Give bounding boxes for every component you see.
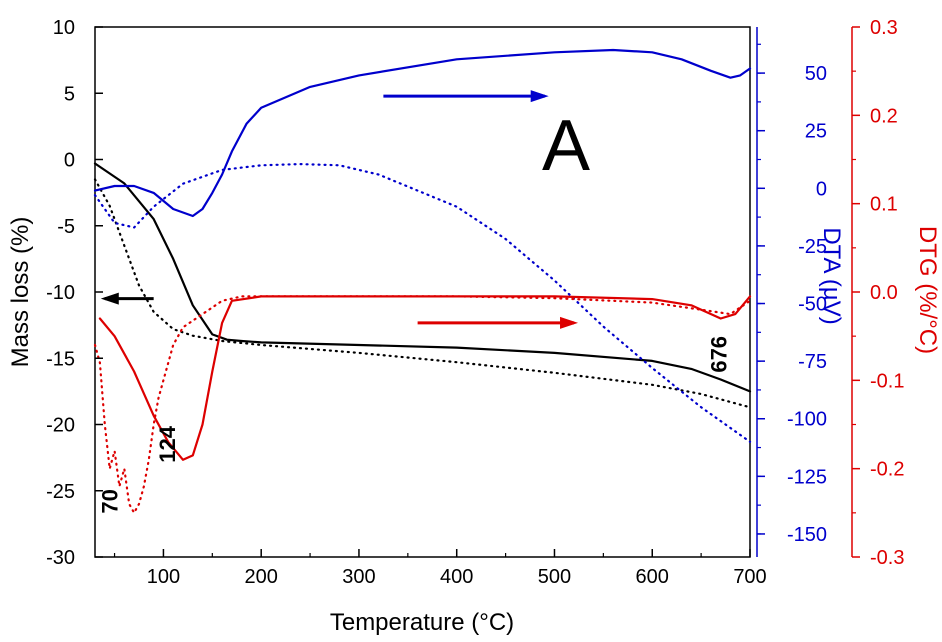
series-dtg-solid-line <box>98 295 752 461</box>
panel-label: A <box>542 106 590 186</box>
x-tick-label: 400 <box>440 566 473 588</box>
peak-label: 70 <box>98 489 123 513</box>
x-tick-label: 100 <box>147 566 180 588</box>
axis-arrow-dta <box>383 90 549 103</box>
dta-tick-label: -75 <box>798 351 827 373</box>
mass-tick-label: 10 <box>53 17 75 39</box>
mass-tick-label: -10 <box>46 282 75 304</box>
peak-label: 124 <box>155 425 180 462</box>
axis-arrow-left <box>100 292 154 305</box>
mass-tick-label: -20 <box>46 415 75 437</box>
dtg-tick-label: -0.2 <box>870 459 904 481</box>
x-tick-label: 300 <box>342 566 375 588</box>
dta-tick-label: 0 <box>816 178 827 200</box>
x-axis-title: Temperature (°C) <box>330 609 514 636</box>
dta-tick-label: 50 <box>805 63 827 85</box>
x-tick-label: 500 <box>538 566 571 588</box>
series-dta-dotted-line <box>93 163 752 443</box>
mass-loss-axis: 10 5 0 -5 -10 -15 -20 -25 -30 <box>46 17 103 569</box>
mass-tick-label: -15 <box>46 348 75 370</box>
series-dta-solid-line <box>93 48 752 218</box>
mass-tick-label: -30 <box>46 547 75 569</box>
dtg-tick-label: 0.0 <box>870 282 898 304</box>
dtg-axis-title: DTG (%/°C) <box>914 226 941 354</box>
x-tick-label: 200 <box>245 566 278 588</box>
dtg-tick-label: -0.3 <box>870 547 904 569</box>
series-left-dotted-line <box>93 178 752 409</box>
mass-tick-label: 5 <box>64 83 75 105</box>
dta-tick-label: -50 <box>798 294 827 316</box>
series-layer <box>93 48 752 514</box>
x-tick-label: 700 <box>733 566 766 588</box>
dta-tick-label: 25 <box>805 121 827 143</box>
dta-axis-title: DTA (µV) <box>818 227 845 324</box>
x-axis: 100 200 300 400 500 600 700 <box>113 549 767 588</box>
series-dtg-dotted-line <box>93 295 752 514</box>
mass-tick-label: 0 <box>64 150 75 172</box>
dta-tick-label: -25 <box>798 236 827 258</box>
dta-tick-label: -150 <box>787 524 827 546</box>
dtg-tick-label: 0.3 <box>870 17 898 39</box>
dta-tick-label: -100 <box>787 409 827 431</box>
mass-tick-label: -25 <box>46 481 75 503</box>
plot-frame <box>94 26 751 558</box>
dtg-tick-label: -0.1 <box>870 370 904 392</box>
dtg-axis: 0.3 0.2 0.1 0.0 -0.1 -0.2 -0.3 <box>851 17 904 569</box>
dtg-tick-label: 0.1 <box>870 194 898 216</box>
dta-tick-label: -125 <box>787 466 827 488</box>
mass-tick-label: -5 <box>57 216 75 238</box>
x-tick-label: 600 <box>636 566 669 588</box>
series-left-solid-line <box>93 162 752 393</box>
annotation-layer: 70 124 676 <box>98 90 732 514</box>
axis-arrow-dtg <box>417 316 579 329</box>
mass-loss-axis-title: Mass loss (%) <box>7 217 34 368</box>
peak-label: 676 <box>707 336 732 373</box>
dta-axis: 50 25 0 -25 -50 -75 -100 -125 -150 <box>756 27 827 557</box>
dtg-tick-label: 0.2 <box>870 105 898 127</box>
